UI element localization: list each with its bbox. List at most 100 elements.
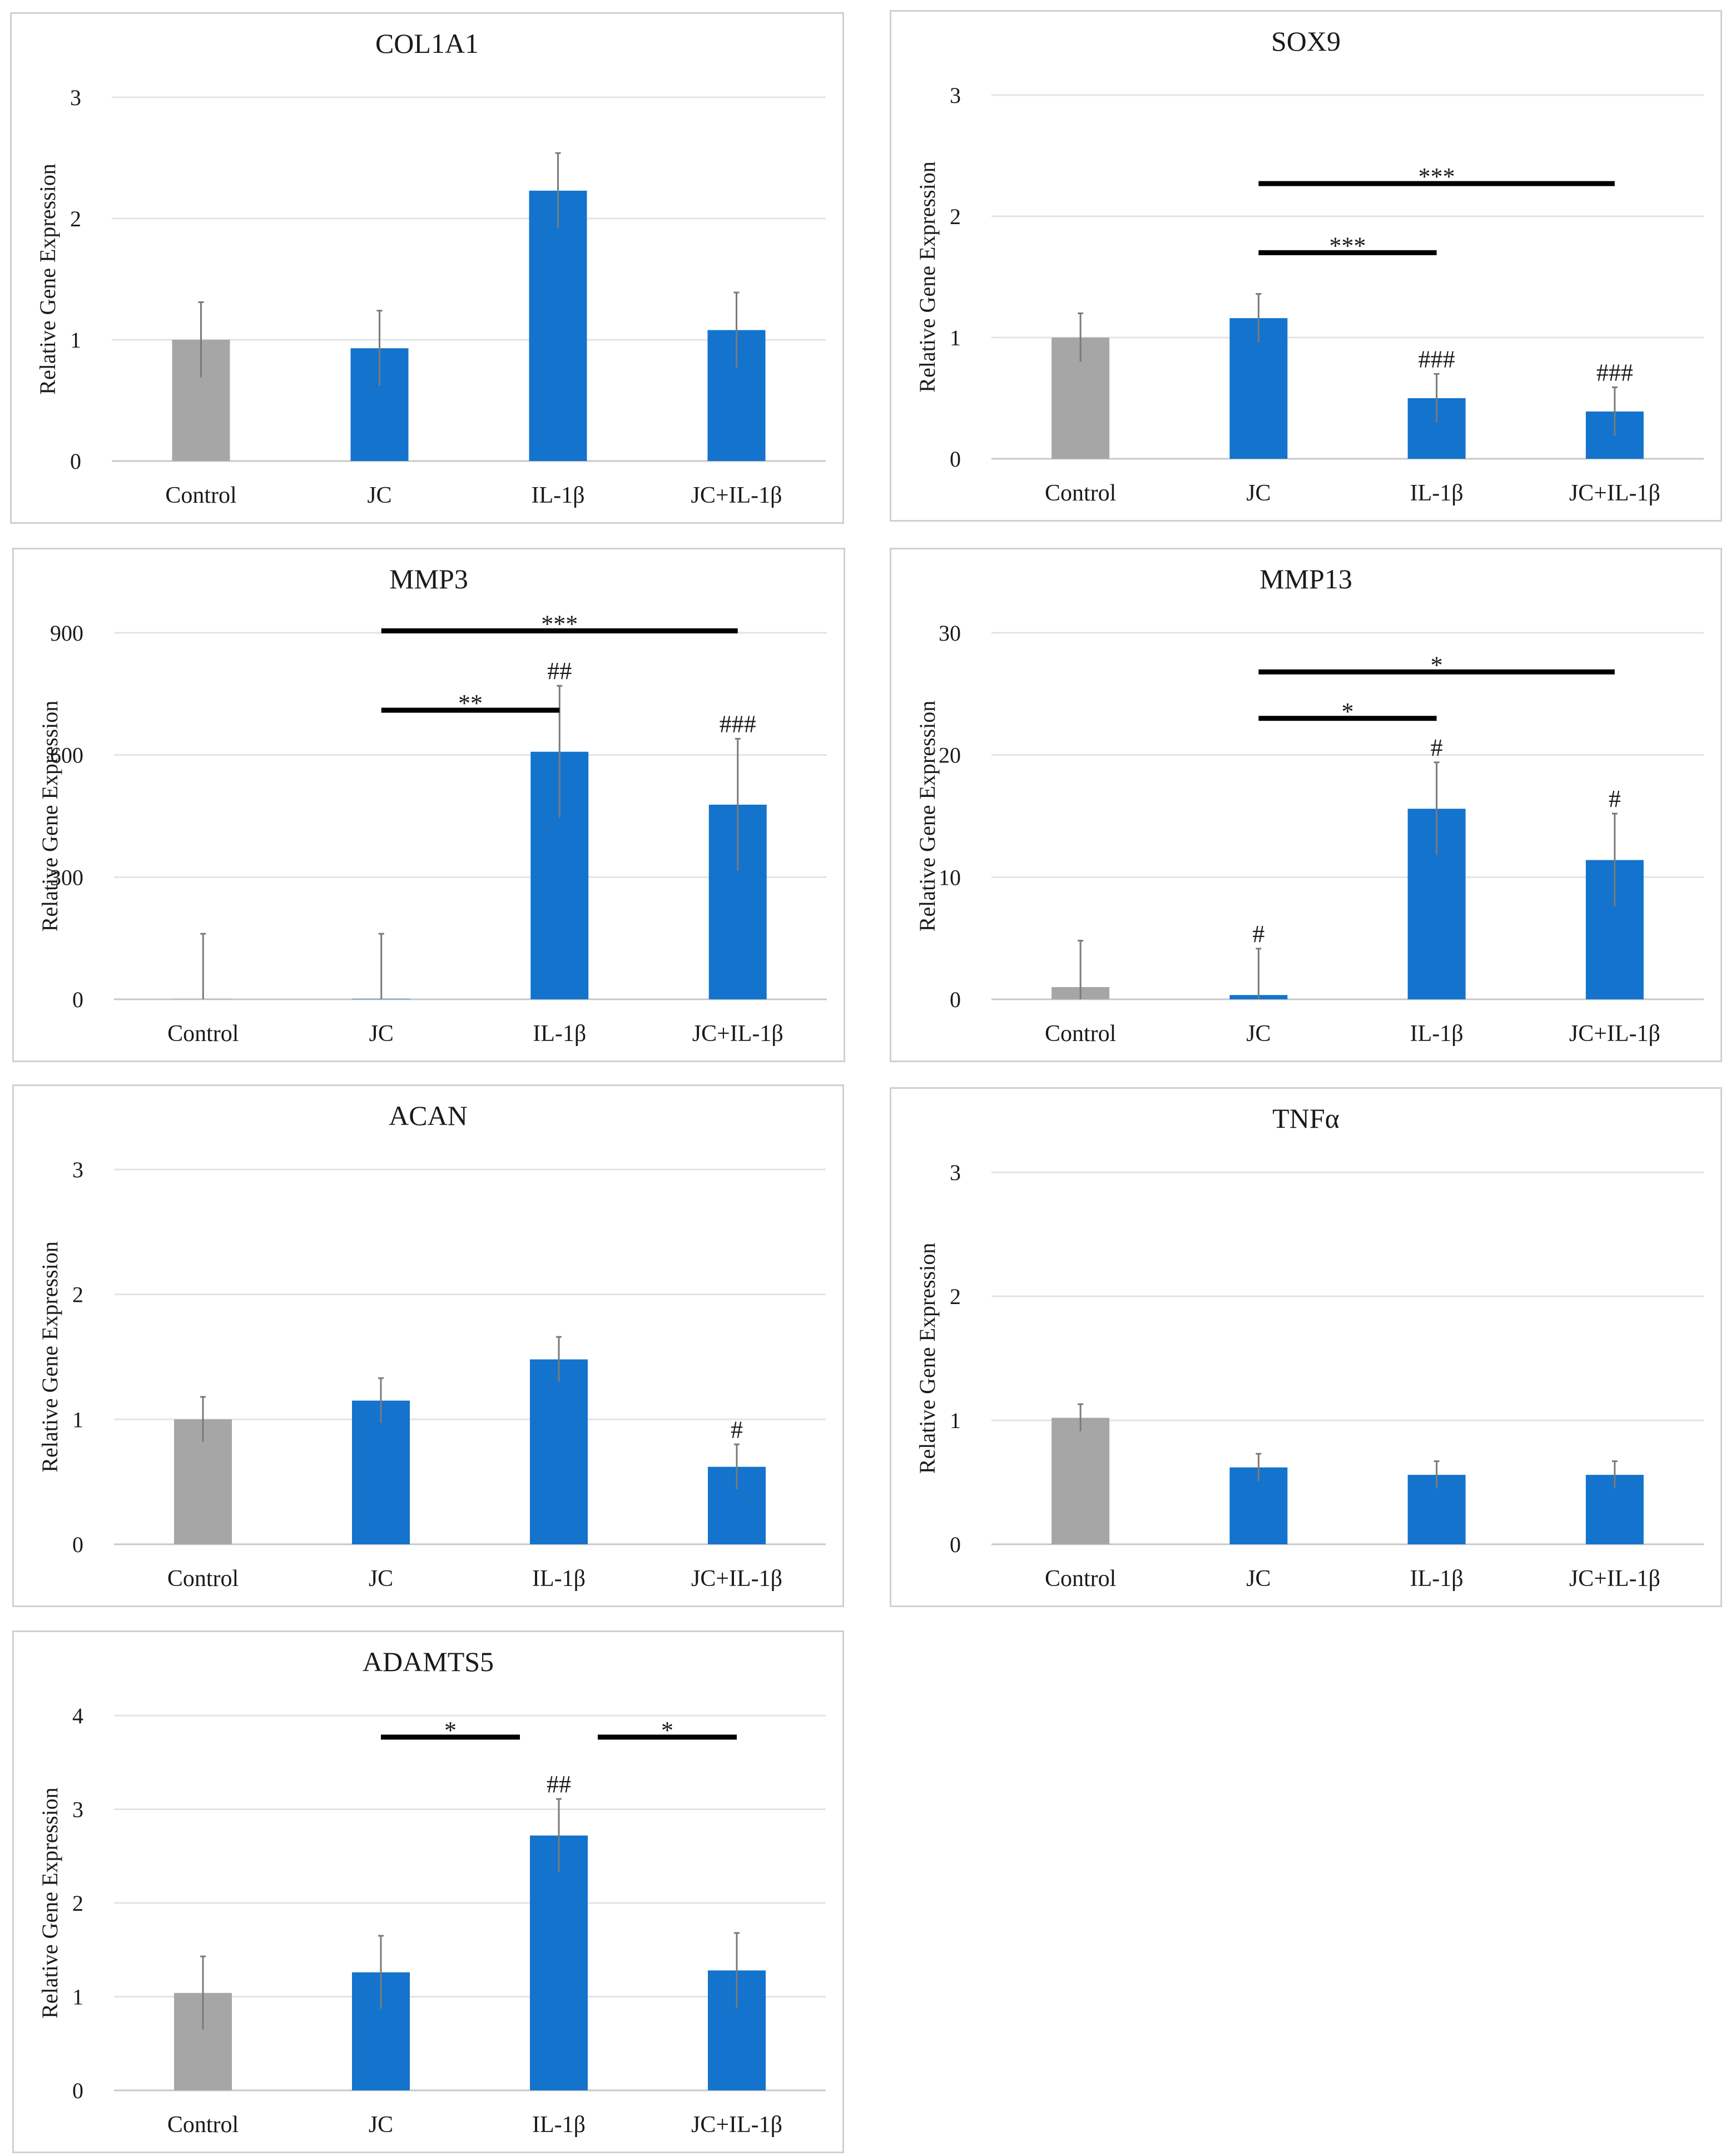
chart-title: MMP3 [389,563,468,594]
category-label-il-1beta: IL-1β [1410,1021,1464,1047]
y-axis-label: Relative Gene Expression [915,1243,940,1474]
category-label-jc: JC [367,483,391,508]
y-tick-label: 600 [50,743,83,768]
chart-panel-tnfa: TNFα Relative Gene Expression 0 1 2 3 Control J… [890,1087,1722,1607]
category-label-control: Control [1045,480,1116,506]
significance-label-1: * [661,1717,673,1744]
significance-label-1: * [1431,651,1443,678]
category-label-jc-plus-il-1beta: JC+IL-1β [1569,1566,1660,1592]
category-label-jc: JC [1246,1566,1271,1592]
category-label-jc-plus-il-1beta: JC+IL-1β [692,1021,783,1047]
significance-hash-jc: # [1252,920,1264,948]
category-label-il-1beta: IL-1β [532,1566,586,1592]
significance-label-1: *** [541,610,578,637]
significance-label-0: *** [1330,232,1366,259]
y-tick-label: 3 [72,1157,83,1182]
y-tick-label: 3 [950,83,961,108]
y-axis-label: Relative Gene Expression [37,1241,62,1472]
chart-title: MMP13 [1259,563,1352,594]
y-axis-label: Relative Gene Expression [37,701,62,931]
y-tick-label: 2 [72,1282,83,1307]
y-tick-label: 3 [72,1797,83,1822]
bar-il-1beta [529,190,587,461]
y-tick-label: 1 [950,1408,961,1433]
significance-label-0: * [444,1717,457,1744]
y-tick-label: 3 [70,85,81,110]
category-label-il-1beta: IL-1β [1410,480,1464,506]
chart-svg-col1a1: COL1A1 Relative Gene Expression 0 1 2 3 Contro… [35,28,826,508]
y-tick-label: 0 [950,1532,961,1557]
y-tick-label: 30 [939,621,961,646]
y-tick-label: 0 [72,1532,83,1557]
y-tick-label: 1 [70,328,81,353]
category-label-control: Control [167,1021,239,1047]
y-tick-label: 300 [50,865,83,890]
category-label-jc: JC [1246,480,1271,506]
chart-title: ADAMTS5 [363,1646,494,1677]
significance-hash-jc-plus-il-1beta: ### [720,710,756,737]
category-label-jc-plus-il-1beta: JC+IL-1β [691,1566,782,1592]
chart-title: SOX9 [1271,26,1341,57]
y-tick-label: 1 [72,1985,83,2010]
category-label-jc: JC [369,2112,393,2138]
category-label-il-1beta: IL-1β [532,483,585,508]
y-tick-label: 3 [950,1160,961,1185]
y-tick-label: 2 [950,1284,961,1309]
significance-hash-il-1beta: ## [547,1771,571,1798]
significance-hash-jc-plus-il-1beta: # [1609,785,1621,812]
significance-hash-il-1beta: # [1431,734,1443,761]
category-label-control: Control [167,2112,239,2138]
category-label-jc: JC [1246,1021,1271,1047]
category-label-control: Control [1045,1566,1116,1592]
chart-svg-acan: ACAN Relative Gene Expression 0 1 2 3 Control J… [37,1100,826,1592]
y-tick-label: 2 [72,1891,83,1916]
significance-hash-jc-plus-il-1beta: ### [1596,359,1633,386]
chart-svg-adamts5: ADAMTS5 Relative Gene Expression 0 1 2 3 4 Cont… [37,1646,826,2138]
chart-title: COL1A1 [375,28,479,59]
y-tick-label: 2 [950,204,961,229]
y-tick-label: 10 [939,865,961,890]
category-label-jc-plus-il-1beta: JC+IL-1β [1569,1021,1660,1047]
significance-hash-il-1beta: ## [547,657,572,685]
y-axis-label: Relative Gene Expression [37,1787,62,2018]
y-tick-label: 20 [939,743,961,768]
category-label-jc-plus-il-1beta: JC+IL-1β [1569,480,1660,506]
y-tick-label: 0 [950,987,961,1012]
category-label-jc-plus-il-1beta: JC+IL-1β [691,483,782,508]
category-label-control: Control [165,483,236,508]
significance-label-0: ** [458,690,483,717]
chart-panel-adamts5: ADAMTS5 Relative Gene Expression 0 1 2 3 4 Cont… [12,1630,844,2153]
y-tick-label: 0 [72,2078,83,2103]
y-tick-label: 900 [50,621,83,646]
bar-il-1beta [530,1359,588,1544]
bar-jc [352,1400,410,1544]
chart-panel-col1a1: COL1A1 Relative Gene Expression 0 1 2 3 Contro… [10,12,844,524]
bar-il-1beta [530,1835,588,2090]
y-tick-label: 4 [72,1703,83,1728]
category-label-il-1beta: IL-1β [533,1021,586,1047]
category-label-il-1beta: IL-1β [532,2112,586,2138]
y-tick-label: 1 [950,325,961,350]
chart-svg-sox9: SOX9 Relative Gene Expression 0 1 2 3 Control J… [915,26,1704,506]
y-tick-label: 0 [950,447,961,472]
significance-hash-il-1beta: ### [1418,345,1455,373]
y-axis-label: Relative Gene Expression [915,701,940,931]
category-label-jc-plus-il-1beta: JC+IL-1β [691,2112,782,2138]
y-tick-label: 0 [72,987,83,1012]
chart-svg-mmp3: MMP3 Relative Gene Expression 0 300 600 900 Co… [37,563,827,1047]
category-label-il-1beta: IL-1β [1410,1566,1464,1592]
category-label-jc: JC [369,1021,394,1047]
y-axis-label: Relative Gene Expression [915,161,940,392]
chart-svg-tnfalpha: TNFα Relative Gene Expression 0 1 2 3 Control J… [915,1103,1704,1592]
chart-panel-sox9: SOX9 Relative Gene Expression 0 1 2 3 Control J… [890,10,1722,522]
category-label-control: Control [167,1566,239,1592]
bar-control [1052,1417,1110,1544]
chart-title: TNFα [1272,1103,1340,1134]
significance-label-0: * [1342,698,1354,725]
chart-panel-mmp13: MMP13 Relative Gene Expression 0 10 20 30 Cont… [890,548,1722,1062]
chart-panel-mmp3: MMP3 Relative Gene Expression 0 300 600 900 Co… [12,548,845,1062]
y-tick-label: 0 [70,449,81,474]
chart-panel-acan: ACAN Relative Gene Expression 0 1 2 3 Control J… [12,1084,844,1607]
category-label-control: Control [1045,1021,1116,1047]
significance-label-1: *** [1418,163,1455,190]
